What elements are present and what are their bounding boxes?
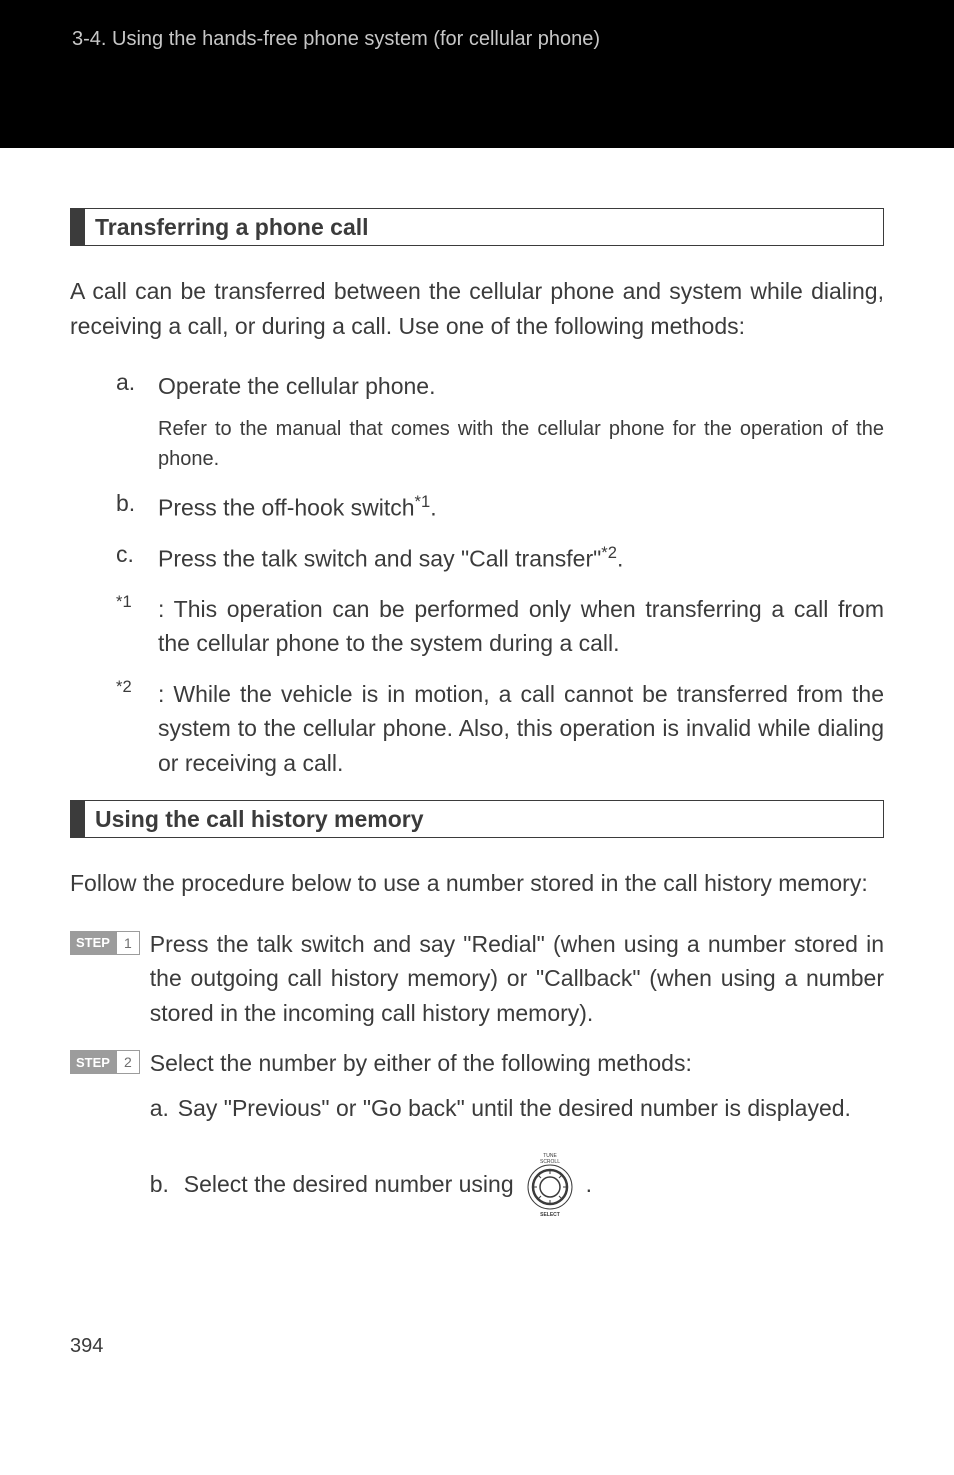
item-content: Press the talk switch and say "Call tran…	[158, 541, 884, 576]
step-badge: STEP 2	[70, 1050, 140, 1074]
sub-text-with-icon: Select the desired number using TUNE SCR…	[184, 1149, 884, 1219]
step2-sub-b: b. Select the desired number using TUNE …	[150, 1149, 884, 1219]
knob-bottom-text: SELECT	[540, 1212, 560, 1218]
sub-text: Say "Previous" or "Go back" until the de…	[178, 1091, 884, 1126]
footnote-2: *2 : While the vehicle is in motion, a c…	[116, 677, 884, 781]
item-text: Operate the cellular phone.	[158, 373, 435, 399]
page-number: 394	[0, 1235, 954, 1388]
step-2: STEP 2 Select the number by either of th…	[70, 1046, 884, 1219]
section-title: Transferring a phone call	[85, 209, 369, 245]
footnote-marker: *2	[116, 677, 158, 781]
step-number: 1	[116, 931, 140, 955]
section-header-transferring: Transferring a phone call	[70, 208, 884, 246]
item-text-pre: Press the off-hook switch	[158, 494, 415, 520]
section-header-bar	[71, 801, 85, 837]
knob-top-text-2: SCROLL	[540, 1159, 560, 1165]
step-number: 2	[116, 1050, 140, 1074]
section-title: Using the call history memory	[85, 801, 423, 837]
footnote-text: : This operation can be performed only w…	[158, 592, 884, 661]
superscript: *2	[116, 677, 132, 696]
list-item-a: a. Operate the cellular phone. Refer to …	[116, 369, 884, 474]
list-item-c: c. Press the talk switch and say "Call t…	[116, 541, 884, 576]
step2-main-text: Select the number by either of the follo…	[150, 1050, 692, 1076]
item-note: Refer to the manual that comes with the …	[158, 414, 884, 474]
trailing-period: .	[586, 1167, 592, 1202]
footnote-1: *1 : This operation can be performed onl…	[116, 592, 884, 661]
section-header-bar	[71, 209, 85, 245]
section2-intro: Follow the procedure below to use a numb…	[70, 866, 884, 901]
sub-text: Select the desired number using	[184, 1167, 514, 1202]
step-label: STEP	[70, 931, 116, 955]
page-content: Transferring a phone call A call can be …	[0, 148, 954, 1219]
footnote-text: : While the vehicle is in motion, a call…	[158, 677, 884, 781]
header-bar: 3-4. Using the hands-free phone system (…	[0, 0, 954, 148]
section1-list: a. Operate the cellular phone. Refer to …	[70, 369, 884, 780]
header-text: 3-4. Using the hands-free phone system (…	[72, 28, 600, 50]
item-content: Operate the cellular phone. Refer to the…	[158, 369, 884, 474]
sub-marker: a.	[150, 1091, 178, 1126]
step2-sub-a: a. Say "Previous" or "Go back" until the…	[150, 1091, 884, 1126]
step-1: STEP 1 Press the talk switch and say "Re…	[70, 927, 884, 1031]
item-marker: a.	[116, 369, 158, 474]
footnote-marker: *1	[116, 592, 158, 661]
section-header-call-history: Using the call history memory	[70, 800, 884, 838]
item-content: Press the off-hook switch*1.	[158, 490, 884, 525]
step-badge: STEP 1	[70, 931, 140, 955]
item-marker: c.	[116, 541, 158, 576]
superscript: *2	[601, 543, 617, 562]
item-text-post: .	[617, 545, 623, 571]
section1-intro: A call can be transferred between the ce…	[70, 274, 884, 343]
sub-marker: b.	[150, 1167, 178, 1202]
superscript: *1	[116, 592, 132, 611]
item-text-post: .	[430, 494, 436, 520]
step-label: STEP	[70, 1050, 116, 1074]
step-text: Select the number by either of the follo…	[150, 1046, 884, 1219]
item-marker: b.	[116, 490, 158, 525]
tune-knob-icon: TUNE SCROLL	[520, 1149, 580, 1219]
item-text-pre: Press the talk switch and say "Call tran…	[158, 545, 601, 571]
superscript: *1	[415, 492, 431, 511]
step-text: Press the talk switch and say "Redial" (…	[150, 927, 884, 1031]
list-item-b: b. Press the off-hook switch*1.	[116, 490, 884, 525]
